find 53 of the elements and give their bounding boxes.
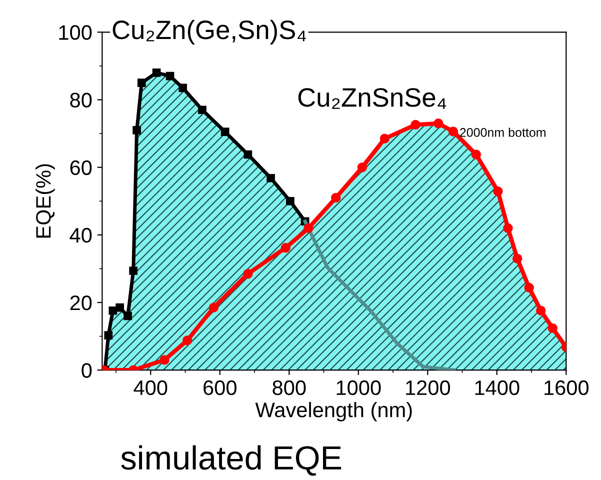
point <box>493 186 503 196</box>
y-tick-label: 60 <box>70 160 92 176</box>
point <box>548 323 558 334</box>
annotation: 2000nm bottom <box>460 128 546 137</box>
point <box>198 106 206 114</box>
x-tick-label: 1600 <box>544 380 588 396</box>
x-tick-label: 400 <box>134 380 168 396</box>
point <box>108 306 118 315</box>
x-tick-label: 600 <box>204 380 236 396</box>
point <box>137 78 146 88</box>
x-tick-label: 1200 <box>406 380 450 396</box>
point <box>448 126 458 136</box>
point <box>178 84 188 92</box>
point <box>331 192 341 203</box>
point <box>152 68 161 77</box>
point <box>280 242 291 253</box>
text: simulated EQE <box>121 445 342 476</box>
x-tick-label: 1000 <box>336 380 381 396</box>
y-axis-title: EQE(%) <box>35 164 55 238</box>
x-axis-title: Wavelength (nm) <box>255 402 412 422</box>
point <box>524 282 534 292</box>
series-label: Cu₂ZnSnSe₄ <box>298 88 446 109</box>
point <box>116 303 124 312</box>
point <box>160 355 170 365</box>
y-tick-label: 0 <box>82 363 92 378</box>
point <box>132 126 141 134</box>
point <box>104 331 113 340</box>
point <box>434 118 444 128</box>
point <box>243 268 253 279</box>
series-label: Cu₂Zn(Ge,Sn)S₄ <box>112 20 306 44</box>
x-tick-label: 800 <box>272 380 306 396</box>
point <box>357 162 368 172</box>
x-tick-label: 1400 <box>475 380 520 396</box>
point <box>182 335 192 346</box>
point <box>471 150 481 160</box>
point <box>286 196 294 206</box>
point <box>124 312 132 320</box>
point <box>166 72 174 80</box>
point <box>380 134 390 144</box>
point <box>208 302 219 312</box>
point <box>244 150 252 159</box>
point <box>410 120 420 130</box>
point <box>503 223 513 234</box>
point <box>129 266 138 275</box>
point <box>304 223 314 234</box>
point <box>220 128 230 136</box>
y-tick-label: 40 <box>70 228 92 243</box>
y-tick-label: 100 <box>59 25 92 40</box>
y-tick-label: 20 <box>70 295 92 310</box>
y-tick-label: 80 <box>70 92 92 108</box>
point <box>512 254 522 264</box>
point <box>266 174 275 182</box>
point <box>536 306 546 316</box>
